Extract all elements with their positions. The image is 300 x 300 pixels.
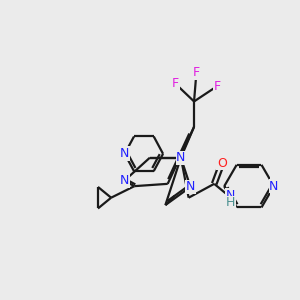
Text: F: F: [193, 67, 200, 80]
Text: N: N: [186, 181, 195, 194]
Text: N: N: [269, 180, 279, 193]
Text: F: F: [172, 77, 179, 90]
Text: N: N: [120, 174, 129, 187]
Text: F: F: [214, 80, 221, 92]
Text: N: N: [226, 189, 235, 202]
Text: N: N: [176, 151, 186, 164]
Text: N: N: [120, 147, 129, 160]
Text: O: O: [217, 157, 227, 169]
Text: H: H: [226, 196, 235, 209]
